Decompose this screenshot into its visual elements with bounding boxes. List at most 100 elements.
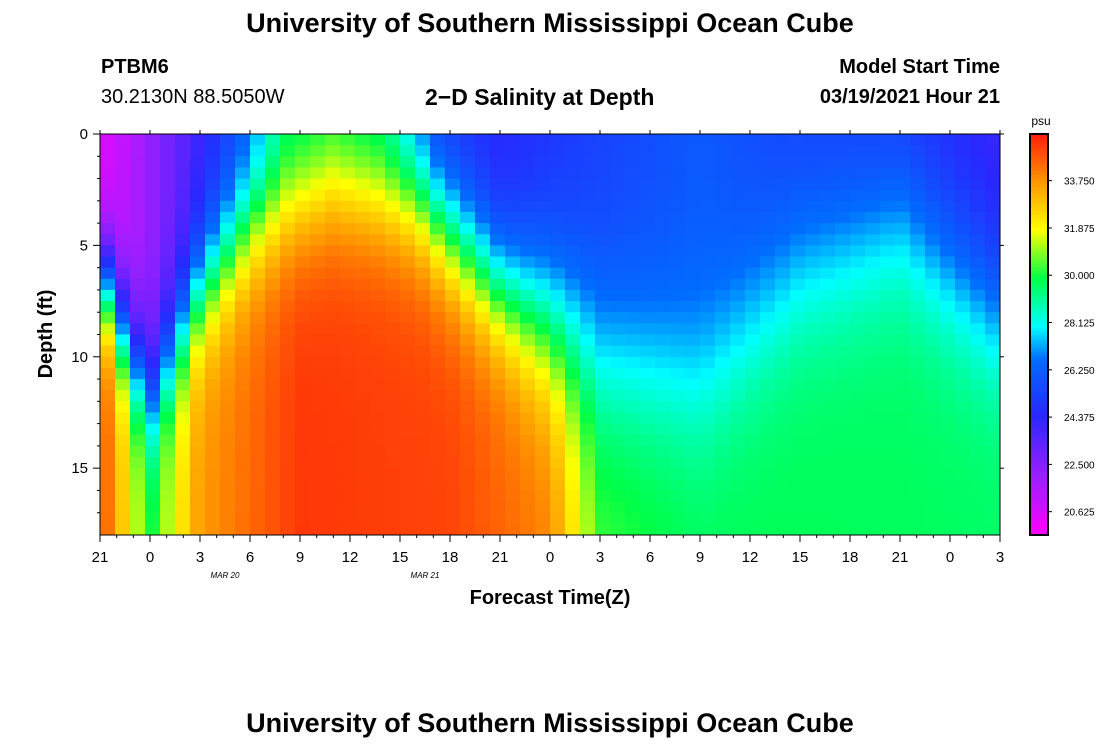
heatmap-cell (820, 301, 836, 313)
colorbar-segment (1030, 314, 1048, 319)
heatmap-cell (880, 345, 896, 358)
heatmap-cell (355, 479, 371, 492)
heatmap-cell (490, 156, 506, 169)
heatmap-cell (115, 401, 131, 414)
heatmap-cell (445, 301, 461, 313)
heatmap-cell (415, 423, 431, 436)
heatmap-cell (490, 523, 506, 535)
colorbar-segment (1030, 491, 1048, 496)
colorbar-segment (1030, 484, 1048, 489)
heatmap-cell (760, 223, 776, 235)
heatmap-cell (625, 134, 641, 146)
heatmap-cell (925, 345, 941, 358)
heatmap-cell (325, 245, 341, 258)
heatmap-cell (460, 245, 476, 258)
heatmap-cell (310, 468, 326, 480)
heatmap-cell (220, 401, 236, 414)
heatmap-cell (370, 211, 386, 224)
heatmap-cell (625, 379, 641, 391)
heatmap-cell (415, 267, 431, 280)
heatmap-cell (190, 434, 206, 447)
heatmap-cell (850, 167, 866, 180)
heatmap-cell (730, 289, 746, 302)
heatmap-cell (970, 178, 986, 191)
heatmap-cell (850, 134, 866, 146)
colorbar-segment (1030, 284, 1048, 289)
heatmap-cell (295, 200, 311, 213)
heatmap-cell (130, 390, 146, 402)
heatmap-cell (910, 490, 926, 503)
heatmap-cell (460, 434, 476, 447)
heatmap-cell (310, 390, 326, 402)
heatmap-cell (370, 356, 386, 369)
heatmap-cell (100, 234, 116, 246)
heatmap-cell (790, 256, 806, 269)
heatmap-cell (910, 523, 926, 535)
colorbar-segment (1030, 428, 1048, 433)
heatmap-cell (685, 412, 701, 425)
heatmap-cell (670, 267, 686, 280)
heatmap-cell (565, 223, 581, 235)
colorbar-segment (1030, 424, 1048, 429)
heatmap-cell (415, 278, 431, 291)
heatmap-cell (295, 445, 311, 458)
heatmap-cell (955, 256, 971, 269)
heatmap-cell (445, 345, 461, 358)
colorbar-segment (1030, 524, 1048, 529)
heatmap-cell (760, 356, 776, 369)
heatmap-cell (715, 256, 731, 269)
heatmap-cell (100, 323, 116, 336)
heatmap-cell (835, 223, 851, 235)
heatmap-cell (430, 145, 446, 157)
heatmap-cell (130, 134, 146, 146)
heatmap-cell (655, 445, 671, 458)
heatmap-cell (625, 301, 641, 313)
heatmap-cell (475, 234, 491, 246)
heatmap-cell (595, 145, 611, 157)
heatmap-cell (835, 423, 851, 436)
station-id: PTBM6 (101, 56, 169, 78)
heatmap-cell (850, 334, 866, 347)
heatmap-cell (730, 211, 746, 224)
heatmap-cell (415, 345, 431, 358)
heatmap-cell (445, 501, 461, 514)
heatmap-cell (160, 434, 176, 447)
heatmap-cell (295, 278, 311, 291)
heatmap-cell (880, 356, 896, 369)
heatmap-cell (430, 523, 446, 535)
heatmap-cell (205, 501, 221, 514)
heatmap-cell (370, 334, 386, 347)
heatmap-cell (625, 256, 641, 269)
heatmap-cell (175, 379, 191, 391)
heatmap-cell (385, 356, 401, 369)
heatmap-cell (310, 412, 326, 425)
heatmap-cell (715, 479, 731, 492)
heatmap-cell (220, 423, 236, 436)
heatmap-cell (115, 267, 131, 280)
heatmap-cell (130, 445, 146, 458)
heatmap-cell (820, 156, 836, 169)
x-tick-label: 0 (546, 549, 554, 566)
heatmap-cell (385, 278, 401, 291)
heatmap-cell (760, 156, 776, 169)
heatmap-cell (670, 501, 686, 514)
heatmap-cell (955, 423, 971, 436)
heatmap-cell (910, 312, 926, 324)
heatmap-cell (355, 457, 371, 469)
heatmap-cell (820, 200, 836, 213)
colorbar-segment (1030, 257, 1048, 262)
heatmap-cell (175, 156, 191, 169)
heatmap-cell (940, 200, 956, 213)
heatmap-cell (205, 211, 221, 224)
heatmap-cell (985, 167, 1000, 180)
heatmap-cell (790, 245, 806, 258)
heatmap-cell (175, 490, 191, 503)
heatmap-cell (520, 289, 536, 302)
heatmap-cell (760, 412, 776, 425)
heatmap-cell (175, 189, 191, 202)
heatmap-cell (130, 356, 146, 369)
heatmap-cell (295, 512, 311, 525)
heatmap-cell (250, 234, 266, 246)
heatmap-cell (370, 256, 386, 269)
heatmap-cell (505, 301, 521, 313)
